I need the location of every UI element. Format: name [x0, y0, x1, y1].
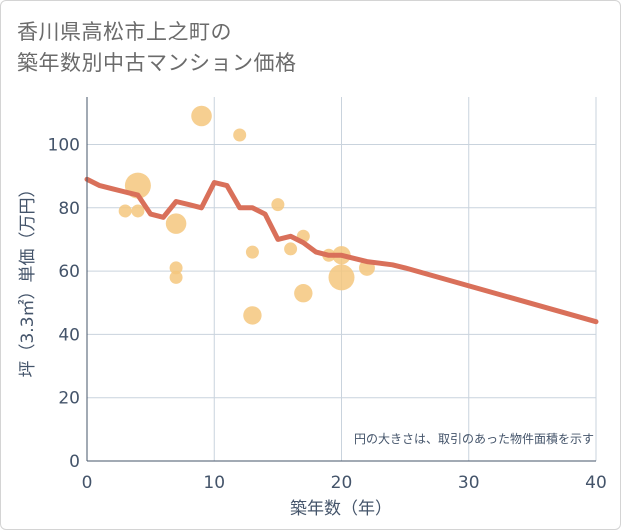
bubble-point — [284, 242, 298, 256]
x-tick-label: 10 — [203, 473, 225, 493]
chart-title: 香川県高松市上之町の 築年数別中古マンション価格 — [17, 17, 297, 79]
bubble-size-note: 円の大きさは、取引のあった物件面積を示す — [354, 431, 594, 446]
y-tick-label: 100 — [48, 135, 80, 155]
x-tick-label: 40 — [585, 473, 607, 493]
y-tick-label: 40 — [58, 325, 80, 345]
bubble-point — [245, 245, 259, 259]
x-tick-label: 0 — [82, 473, 93, 493]
axes — [86, 97, 596, 462]
x-tick-labels: 0 10 20 30 40 — [82, 473, 607, 493]
chart-title-line2: 築年数別中古マンション価格 — [17, 51, 297, 75]
bubble-point — [165, 213, 187, 234]
bubble-point — [328, 264, 355, 291]
y-axis-title: 坪（3.3㎡）単価（万円） — [18, 180, 38, 377]
x-tick-label: 20 — [331, 473, 353, 493]
bubble-point — [131, 204, 145, 218]
bubble-point — [243, 306, 262, 325]
x-axis-title: 築年数（年） — [290, 499, 392, 519]
bubble-point — [294, 284, 313, 303]
bubble-series — [118, 105, 375, 325]
y-tick-label: 20 — [58, 389, 80, 409]
bubble-point — [191, 105, 212, 127]
bubble-point — [271, 198, 285, 212]
y-tick-labels: 0 20 40 60 80 100 — [48, 135, 80, 472]
y-tick-label: 60 — [58, 262, 80, 282]
trend-line — [84, 176, 599, 325]
bubble-point — [169, 270, 183, 284]
x-tick-label: 30 — [458, 473, 480, 493]
trend-layer — [84, 176, 599, 325]
bubble-point — [169, 261, 183, 275]
bubble-point — [118, 204, 132, 218]
y-tick-label: 0 — [69, 452, 80, 472]
y-tick-label: 80 — [58, 199, 80, 219]
bubble-point — [233, 128, 247, 142]
chart-title-line1: 香川県高松市上之町の — [17, 20, 232, 44]
